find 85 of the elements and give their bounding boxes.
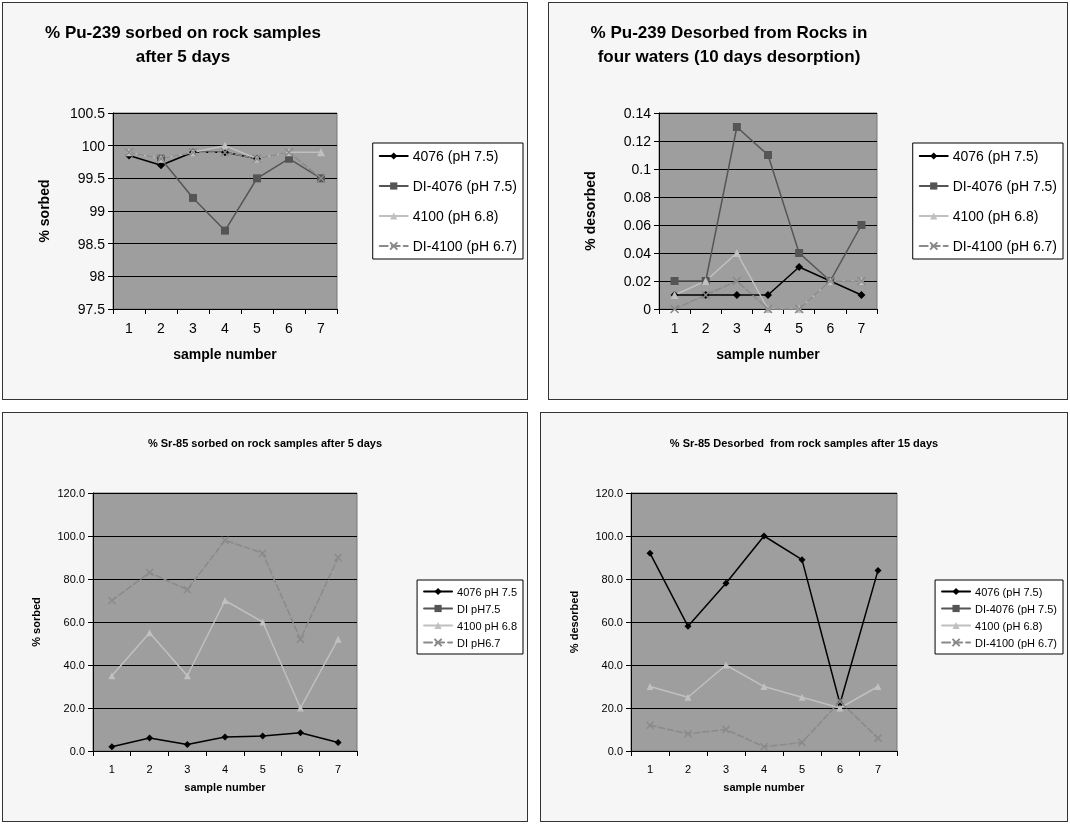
legend-label: DI-4076 (pH 7.5) xyxy=(412,178,518,194)
legend-label: 4076 pH 7.5 xyxy=(457,585,517,598)
y-tick-label: 80.0 xyxy=(63,573,85,585)
x-tick-label: 4 xyxy=(760,762,768,775)
y-tick-label: 99 xyxy=(89,203,106,219)
y-tick-label: 0.1 xyxy=(631,161,652,177)
legend-label: DI-4100 (pH 6.7) xyxy=(975,636,1058,649)
x-tick-label: 6 xyxy=(826,320,835,336)
y-tick-label: 60.0 xyxy=(601,616,623,628)
y-tick-label: 120.0 xyxy=(595,487,623,499)
legend-label: 4076 (pH 7.5) xyxy=(412,148,499,164)
x-tick-label: 4 xyxy=(221,320,230,336)
legend-label: DI-4076 (pH 7.5) xyxy=(975,602,1058,615)
x-tick-label: 4 xyxy=(221,762,229,775)
x-tick-label: 1 xyxy=(646,762,654,775)
legend-label: DI-4100 (pH 6.7) xyxy=(412,238,518,254)
y-axis-title: % sorbed xyxy=(36,179,52,243)
legend-label: 4100 (pH 6.8) xyxy=(412,208,499,224)
y-tick-label: 0.0 xyxy=(607,745,623,757)
y-axis-title: % desorbed xyxy=(582,171,598,251)
chart-title: % Pu-239 sorbed on rock samples after 5 days xyxy=(45,22,321,66)
x-axis-title: sample number xyxy=(184,780,267,793)
legend-label: DI-4100 (pH 6.7) xyxy=(952,238,1058,254)
x-tick-label: 2 xyxy=(684,762,692,775)
x-tick-label: 3 xyxy=(189,320,198,336)
y-tick-label: 20.0 xyxy=(63,702,85,714)
x-tick-label: 6 xyxy=(836,762,844,775)
chart-title: % Sr-85 Desorbed from rock samples after 15 days xyxy=(669,437,939,449)
y-tick-label: 40.0 xyxy=(63,659,85,671)
y-tick-label: 100.5 xyxy=(69,105,106,121)
x-tick-label: 5 xyxy=(795,320,804,336)
x-axis-title: sample number xyxy=(716,346,821,362)
x-tick-label: 6 xyxy=(297,762,304,775)
x-tick-label: 3 xyxy=(722,762,730,775)
x-tick-label: 3 xyxy=(732,320,741,336)
x-tick-label: 7 xyxy=(857,320,866,336)
y-tick-label: 0.08 xyxy=(623,189,652,205)
x-tick-label: 2 xyxy=(701,320,710,336)
y-tick-label: 98 xyxy=(89,268,106,285)
y-tick-label: 0 xyxy=(643,301,652,317)
y-axis-title: % desorbed xyxy=(567,590,580,654)
y-tick-label: 40.0 xyxy=(601,659,623,671)
legend-label: 4100 (pH 6.8) xyxy=(952,208,1039,224)
y-tick-label: 0.02 xyxy=(623,273,652,289)
legend-label: DI-4076 (pH 7.5) xyxy=(952,178,1058,194)
legend-label: DI pH6.7 xyxy=(457,636,501,649)
legend-label: 4100 (pH 6.8) xyxy=(975,619,1043,632)
y-tick-label: 99.5 xyxy=(77,170,106,187)
y-tick-label: 0.14 xyxy=(623,105,652,121)
y-tick-label: 80.0 xyxy=(601,573,623,585)
y-tick-label: 0.04 xyxy=(623,245,652,261)
y-tick-label: 120.0 xyxy=(57,487,85,499)
y-tick-label: 100 xyxy=(81,137,106,154)
x-tick-label: 1 xyxy=(125,320,134,336)
x-tick-label: 7 xyxy=(317,320,326,336)
chart-title: % Sr-85 sorbed on rock samples after 5 days xyxy=(147,437,383,449)
y-tick-label: 60.0 xyxy=(63,616,85,628)
y-tick-label: 0.12 xyxy=(623,133,652,149)
y-axis-title: % sorbed xyxy=(29,597,42,647)
x-tick-label: 5 xyxy=(259,762,266,775)
legend-label: 4100 pH 6.8 xyxy=(457,619,517,632)
x-tick-label: 5 xyxy=(253,320,262,336)
x-axis-title: sample number xyxy=(173,346,278,362)
y-tick-label: 0.0 xyxy=(69,745,85,757)
x-axis-title: sample number xyxy=(723,780,806,793)
x-tick-label: 4 xyxy=(764,320,773,336)
chart-title: % Pu-239 Desorbed from Rocks in four waters (10 days desorption) xyxy=(590,22,868,66)
legend-label: 4076 (pH 7.5) xyxy=(975,585,1043,598)
x-tick-label: 5 xyxy=(798,762,806,775)
x-tick-label: 2 xyxy=(157,320,166,336)
x-tick-label: 7 xyxy=(335,762,342,775)
legend-label: 4076 (pH 7.5) xyxy=(952,148,1039,164)
y-tick-label: 100.0 xyxy=(595,530,623,542)
x-tick-label: 7 xyxy=(874,762,882,775)
y-tick-label: 0.06 xyxy=(623,217,652,233)
x-tick-label: 2 xyxy=(146,762,153,775)
y-tick-label: 100.0 xyxy=(57,530,85,542)
y-tick-label: 98.5 xyxy=(77,235,106,252)
x-tick-label: 6 xyxy=(285,320,294,336)
y-tick-label: 20.0 xyxy=(601,702,623,714)
x-tick-label: 1 xyxy=(108,762,115,775)
legend-label: DI pH7.5 xyxy=(457,602,501,615)
x-tick-label: 1 xyxy=(670,320,679,336)
y-tick-label: 97.5 xyxy=(77,301,106,317)
x-tick-label: 3 xyxy=(184,762,191,775)
